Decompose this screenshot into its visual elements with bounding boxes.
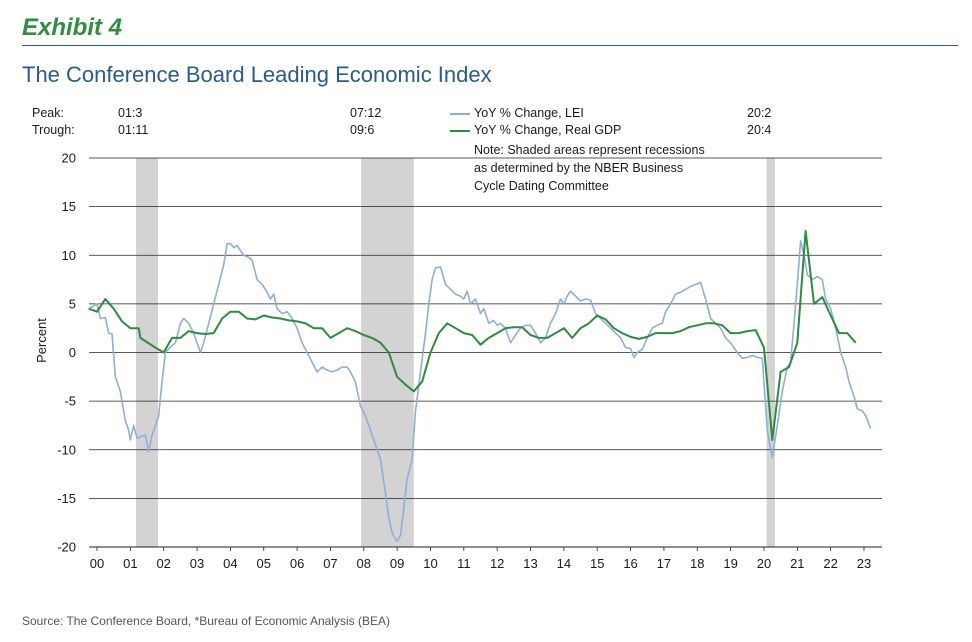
legend-label-gdp: YoY % Change, Real GDP <box>474 123 622 137</box>
y-axis-label: Percent <box>34 318 49 363</box>
note-line-2: as determined by the NBER Business <box>474 161 684 175</box>
series-line-gdp <box>88 229 857 441</box>
x-tick-label: 14 <box>557 556 571 571</box>
x-tick-label: 01 <box>123 556 137 571</box>
trough-value-2001: 01:11 <box>118 123 149 137</box>
peak-value-2007: 07:12 <box>350 106 382 120</box>
trough-label: Trough: <box>32 123 75 137</box>
x-tick-label: 10 <box>423 556 437 571</box>
chart-title: The Conference Board Leading Economic In… <box>22 62 492 87</box>
peak-label: Peak: <box>32 106 64 120</box>
x-tick-label: 02 <box>156 556 170 571</box>
x-tick-label: 13 <box>523 556 537 571</box>
trough-value-2009: 09:6 <box>350 123 375 137</box>
y-tick-label: -20 <box>57 540 76 555</box>
legend-swatch-gdp <box>450 130 470 132</box>
x-tick-label: 18 <box>690 556 704 571</box>
x-tick-label: 07 <box>323 556 337 571</box>
x-tick-label: 09 <box>390 556 404 571</box>
source-note: Source: The Conference Board, *Bureau of… <box>22 614 390 628</box>
x-tick-label: 00 <box>90 556 104 571</box>
x-tick-label: 23 <box>857 556 871 571</box>
x-tick-label: 08 <box>357 556 371 571</box>
lei-gdp-line-chart: 20 15 10 5 0 -5 -10 -15 -20 00 01 02 03 04 05 06 07 08 09 1… <box>34 151 882 571</box>
x-tick-label: 16 <box>623 556 637 571</box>
y-tick-label: 5 <box>69 296 76 311</box>
x-tick-label: 04 <box>223 556 237 571</box>
y-tick-label: -5 <box>64 394 76 409</box>
x-tick-label: 12 <box>490 556 504 571</box>
peak-value-2020: 20:2 <box>747 106 772 120</box>
x-tick-label: 21 <box>790 556 804 571</box>
x-tick-label: 11 <box>457 556 471 571</box>
legend-label-lei: YoY % Change, LEI <box>474 106 584 120</box>
y-tick-label: -10 <box>57 442 76 457</box>
trough-value-2020: 20:4 <box>747 123 772 137</box>
header-rule <box>22 45 958 46</box>
x-tick-label: 19 <box>723 556 737 571</box>
note-line-3: Cycle Dating Committee <box>474 179 609 193</box>
y-tick-label: 0 <box>69 345 76 360</box>
x-tick-label: 20 <box>757 556 771 571</box>
x-tick-label: 22 <box>823 556 837 571</box>
x-tick-label: 17 <box>657 556 671 571</box>
y-tick-label: 10 <box>62 248 76 263</box>
y-tick-label: 15 <box>62 199 76 214</box>
y-tick-label: 20 <box>62 151 76 166</box>
x-tick-label: 05 <box>257 556 271 571</box>
x-tick-label: 03 <box>190 556 204 571</box>
x-tick-label: 06 <box>290 556 304 571</box>
x-tick-label: 15 <box>590 556 604 571</box>
legend-swatch-lei <box>450 113 470 115</box>
peak-value-2001: 01:3 <box>118 106 143 120</box>
recession-note: Note: Shaded areas represent recessions … <box>474 141 705 195</box>
series-line-lei <box>88 239 872 542</box>
note-line-1: Note: Shaded areas represent recessions <box>474 143 705 157</box>
y-tick-label: -15 <box>57 491 76 506</box>
exhibit-label: Exhibit 4 <box>22 14 123 41</box>
